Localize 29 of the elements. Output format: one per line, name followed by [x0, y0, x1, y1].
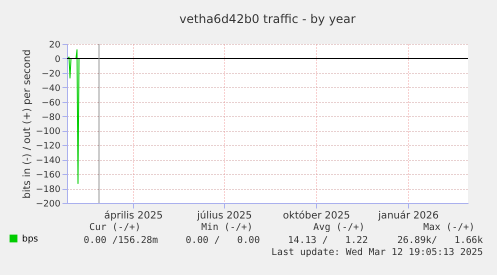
- text: 26.89k/ 1.66k: [397, 235, 484, 246]
- x-tick-label: október 2025: [282, 210, 350, 222]
- y-tick-label: −140: [36, 156, 61, 166]
- text: Min (-/+): [201, 222, 253, 233]
- y-tick-label: −120: [36, 142, 61, 152]
- text: 0.00 /156.28m: [84, 235, 158, 246]
- y-tick-label: −60: [42, 98, 61, 108]
- x-tick-label: április 2025: [104, 210, 163, 222]
- y-tick-label: −20: [42, 69, 61, 80]
- y-tick-label: −160: [36, 170, 61, 181]
- text: 0.00 / 0.00: [186, 235, 260, 246]
- y-tick-label: −200: [36, 200, 61, 210]
- y-tick-label: 0: [54, 54, 61, 65]
- y-tick-label: −80: [42, 112, 61, 123]
- legend-label: bps: [22, 234, 38, 244]
- text: Max (-/+): [423, 222, 475, 233]
- x-tick-label: július 2025: [196, 210, 252, 222]
- chart-title: vetha6d42b0 traffic - by year: [179, 12, 356, 26]
- x-tick-label: január 2026: [377, 210, 439, 222]
- y-tick-label: −40: [42, 84, 61, 94]
- y-tick-label: 20: [49, 40, 61, 50]
- y-tick-label: −100: [36, 127, 61, 138]
- line-series: [68, 49, 80, 184]
- text: Cur (-/+): [89, 222, 141, 233]
- text: Last update: Wed Mar 12 19:05:13 2025: [271, 247, 483, 258]
- y-tick-label: −180: [36, 185, 61, 196]
- text: 14.13 / 1.22: [288, 235, 368, 246]
- y-axis-title: bits in (-) / out (+) per second: [22, 49, 33, 199]
- text: Avg (-/+): [313, 222, 365, 233]
